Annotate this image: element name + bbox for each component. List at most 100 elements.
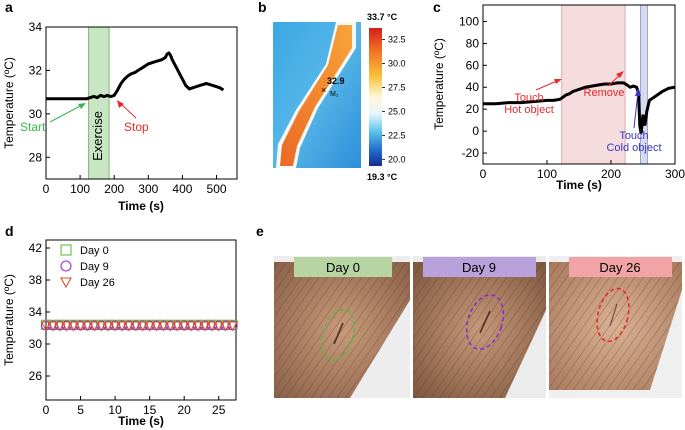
colorbar-tick-label: 25.0 (388, 106, 406, 116)
photo-day-9-sensor (479, 310, 491, 334)
panel-d-ytick-label: 26 (29, 369, 43, 383)
colorbar-ticks: 32.5 30.0 27.5 25.0 22.5 20.0 (382, 35, 406, 164)
photo-day-9-ring (465, 294, 505, 350)
panel-d-marker-day-26 (192, 321, 204, 332)
panel-c-remove-arrowhead (616, 71, 624, 78)
panel-d-legend: Day 0 Day 9 Day 26 (60, 244, 115, 289)
panel-d-marker-day-26 (88, 321, 100, 332)
panel-a-xtick-label: 100 (70, 182, 90, 196)
panel-d-marker-day-26 (137, 321, 149, 332)
panel-d-xlabel: Time (s) (118, 414, 164, 428)
panel-d-marker-day-26 (227, 321, 238, 332)
colorbar-tick-label: 27.5 (388, 82, 406, 92)
panel-a-xtick-label: 500 (207, 182, 227, 196)
panel-d-xtick-label: 25 (212, 403, 226, 417)
panel-a-plot-frame (45, 26, 238, 180)
panel-d-ytick-label: 30 (29, 337, 43, 351)
photo-day-0-hair (274, 262, 410, 398)
panel-letter-a: a (5, 0, 13, 15)
panel-a-start-arrow (49, 103, 85, 123)
panel-d-marker-day-26 (116, 321, 128, 332)
panel-d-legend-label: Day 9 (80, 261, 109, 273)
panel-e: e Day 0 Day 9 Day 26 (256, 223, 682, 398)
photo-day-0-label: Day 0 (326, 260, 360, 275)
panel-a-xtick-label: 200 (104, 182, 124, 196)
panel-b: b 32.9 × M₁ 33.7 °C 19.3 °C 32.5 30.0 27.5… (258, 0, 406, 182)
panel-d-ytick-label: 38 (29, 273, 43, 287)
panel-c-xtick-label: 300 (665, 167, 685, 181)
colorbar-tick-label: 32.5 (388, 35, 406, 45)
photo-day-9-label: Day 9 (462, 260, 496, 275)
panel-d-marker-day-26 (40, 321, 52, 332)
panel-d-marker-day-26 (213, 321, 225, 332)
panel-d-xtick-label: 10 (108, 403, 122, 417)
panel-c-cold-arrowhead (635, 88, 641, 96)
panel-d-marker-day-26 (220, 321, 232, 332)
panel-a-xlabel: Time (s) (118, 199, 164, 213)
panel-c-cold-arrow (633, 91, 639, 129)
panel-d-marker-day-26 (82, 321, 93, 332)
panel-d-marker-day-26 (54, 321, 66, 332)
panel-a-ytick-label: 32 (29, 63, 43, 77)
thermal-arm-hot-region (280, 25, 352, 166)
panel-d-marker-day-26 (178, 321, 190, 332)
photo-day-9-hair (413, 262, 546, 398)
panel-d-xtick-label: 15 (143, 403, 157, 417)
panel-c-ytick-label: 80 (466, 36, 480, 50)
panel-a-xtick-label: 0 (43, 182, 50, 196)
panel-d-marker-day-26 (61, 321, 73, 332)
photo-day-9: Day 9 (413, 256, 546, 398)
photo-day-26-banner (569, 257, 672, 277)
panel-d-xtick-label: 0 (43, 403, 50, 417)
photo-day-26-hair (549, 262, 682, 390)
panel-a-start-arrowhead (78, 103, 86, 109)
panel-a: a 0 100 200 300 400 500 28 30 32 34 Exercise Star… (2, 0, 238, 213)
panel-c-touch-hot-label-1: Touch (514, 92, 543, 104)
colorbar-tick-label: 20.0 (388, 154, 406, 164)
panel-d-marker-day-26 (206, 321, 218, 332)
panel-d-marker-day-26 (130, 321, 142, 332)
panel-d-legend-marker (60, 244, 72, 256)
panel-d-xtick-label: 5 (77, 403, 84, 417)
photo-day-26-sensor (609, 303, 618, 327)
panel-c-xlabel: Time (s) (556, 178, 602, 192)
panel-d-marker-day-26 (185, 321, 197, 332)
panel-a-xtick-label: 300 (138, 182, 158, 196)
panel-c-ytick-label: 60 (466, 58, 480, 72)
panel-a-ylabel: Temperature (ºC) (2, 57, 16, 149)
panel-d-markers (40, 319, 238, 332)
panel-d-marker-day-26 (102, 321, 114, 332)
panel-d-ticks: 0 5 10 15 20 25 26 30 34 38 42 (29, 241, 226, 417)
panel-c-ytick-label: 40 (466, 80, 480, 94)
panel-a-temperature-line (46, 51, 225, 101)
thermal-marker-label: M₁ (330, 91, 339, 98)
photo-day-26-ring (596, 287, 630, 343)
panel-a-xtick-label: 400 (172, 182, 192, 196)
panel-a-exercise-label: Exercise (90, 111, 105, 161)
panel-d-marker-day-26 (171, 321, 183, 332)
photo-day-0-ring (320, 309, 356, 361)
panel-d-marker-day-26 (95, 321, 107, 332)
panel-c-remove-label: Remove (584, 87, 625, 99)
panel-c-touch-hot-label-2: Hot object (504, 104, 554, 116)
photo-day-9-banner (423, 257, 536, 277)
panel-c-plot-frame (482, 4, 676, 165)
panel-c-xtick-label: 200 (601, 167, 621, 181)
panel-d-marker-day-26 (164, 321, 176, 332)
panel-c-xtick-label: 0 (480, 167, 487, 181)
panel-d-legend-label: Day 0 (80, 245, 109, 257)
panel-a-ytick-label: 30 (29, 107, 43, 121)
panel-c-xtick-label: 100 (537, 167, 557, 181)
panel-a-ticks: 0 100 200 300 400 500 28 30 32 34 (29, 20, 227, 196)
panel-d-marker-day-26 (109, 321, 121, 332)
panel-d-marker-day-26 (151, 321, 162, 332)
panel-c-ytick-label: 20 (466, 102, 480, 116)
panel-c-ytick-label: -20 (462, 146, 480, 160)
panel-letter-d: d (5, 223, 14, 239)
panel-c-ytick-label: 100 (459, 14, 479, 28)
panel-c-ylabel: Temperature (ºC) (432, 38, 446, 130)
